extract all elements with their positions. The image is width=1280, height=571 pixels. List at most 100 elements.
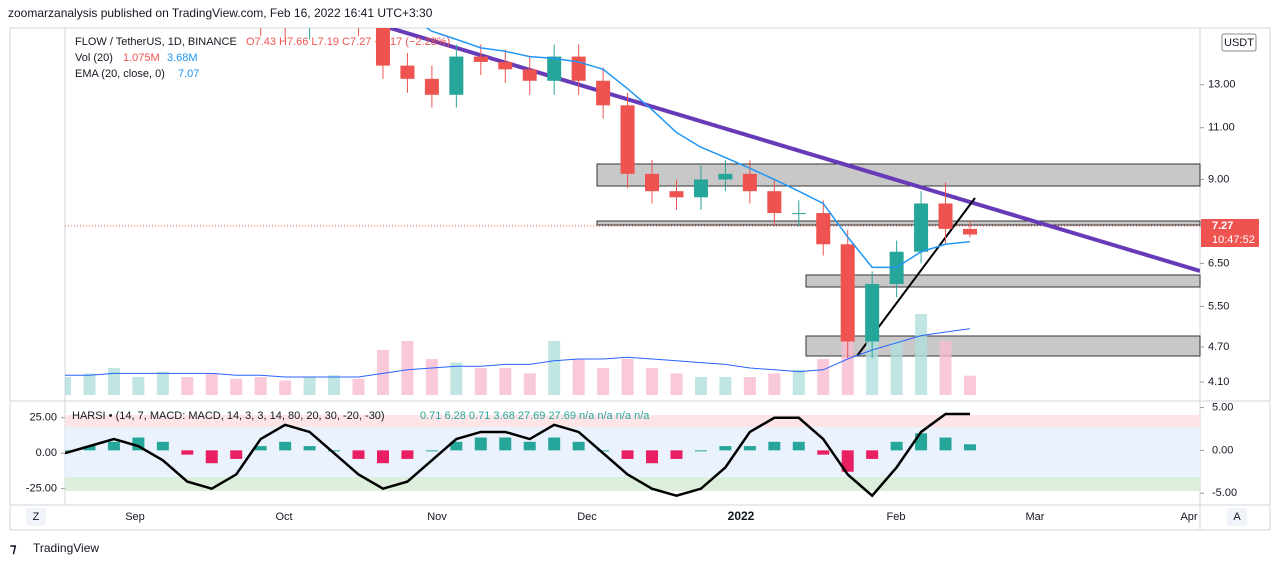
volume-bar xyxy=(915,314,928,395)
histogram-bar xyxy=(156,441,169,451)
legend-ema: EMA (20, close, 0) xyxy=(75,68,165,80)
candle-body xyxy=(498,61,513,70)
histogram-bar xyxy=(376,450,389,464)
histogram-bar xyxy=(205,450,218,464)
histogram-bar xyxy=(548,437,561,451)
volume-bar xyxy=(499,368,512,395)
volume-bar xyxy=(694,377,707,395)
histogram-bar xyxy=(254,446,267,451)
volume-bar xyxy=(768,373,781,395)
candle-body xyxy=(767,191,782,214)
histogram-bar xyxy=(474,437,487,451)
volume-bar xyxy=(670,373,683,395)
volume-bar xyxy=(156,371,169,395)
volume-bar xyxy=(132,377,145,395)
volume-bar xyxy=(107,368,120,395)
countdown: 10:47:52 xyxy=(1212,234,1255,246)
zone xyxy=(805,274,1201,288)
candle-body xyxy=(718,173,733,180)
zone xyxy=(596,163,1201,187)
y2-tick-label: -5.00 xyxy=(1212,487,1237,499)
x-tick-label: 2022 xyxy=(728,509,755,523)
last-price: 7.27 xyxy=(1212,220,1233,232)
candle-body xyxy=(914,203,929,252)
plot: 13.0011.009.007.506.505.504.704.10SepOct… xyxy=(26,0,1237,523)
histogram-bar xyxy=(890,441,903,451)
candle-body xyxy=(742,173,757,192)
histogram-bar xyxy=(646,450,659,464)
histogram-bar xyxy=(181,450,194,455)
candle-body xyxy=(571,56,586,81)
button-label[interactable]: A xyxy=(1233,511,1241,523)
histogram-bar xyxy=(425,450,438,452)
volume-bar xyxy=(792,369,805,395)
volume-bar xyxy=(205,373,218,395)
logo: ⁊ xyxy=(10,540,17,555)
y-tick-label: 25.00 xyxy=(29,412,57,424)
histogram-bar xyxy=(621,450,634,459)
histogram-bar xyxy=(499,437,512,451)
histogram-bar xyxy=(303,446,316,451)
price-badge xyxy=(1201,219,1259,247)
harsi-title: HARSI • (14, 7, MACD: MACD, 14, 3, 3, 14… xyxy=(72,410,385,422)
histogram-bar xyxy=(450,441,463,451)
y-tick-label: 9.00 xyxy=(1208,173,1229,185)
candle-body xyxy=(547,56,562,81)
y-tick-label: 4.70 xyxy=(1208,341,1229,353)
histogram-bar xyxy=(719,446,732,451)
legend-title: FLOW / TetherUS, 1D, BINANCE xyxy=(75,36,237,48)
histogram-bar xyxy=(65,450,71,452)
volume-bar xyxy=(65,377,71,395)
footer: TradingView xyxy=(33,541,99,555)
volume-bar xyxy=(719,377,732,395)
candle-body xyxy=(693,179,708,198)
x-tick-label: Nov xyxy=(427,511,447,523)
volume-bar xyxy=(352,378,365,395)
x-tick-label: Sep xyxy=(125,511,145,523)
y-tick-label: 4.10 xyxy=(1208,376,1229,388)
os-zone xyxy=(65,477,1200,491)
y-tick-label: 13.00 xyxy=(1208,79,1236,91)
volume-ma xyxy=(65,328,971,378)
volume-bar xyxy=(523,373,536,395)
legend-ema-value: 7.07 xyxy=(178,68,199,80)
zoom-button[interactable] xyxy=(26,508,46,526)
volume-bar xyxy=(450,362,463,395)
y2-tick-label: 0.00 xyxy=(1212,444,1233,456)
histogram-bar xyxy=(792,441,805,451)
histogram-bar xyxy=(83,446,96,451)
volume-bar xyxy=(646,368,659,395)
histogram-bar xyxy=(230,450,243,459)
auto-button[interactable] xyxy=(1227,508,1247,526)
legend-vol-value: 1.075M xyxy=(123,52,160,64)
histogram-bar xyxy=(768,441,781,451)
candle-body xyxy=(645,173,660,192)
candle-body xyxy=(229,0,243,1)
trendline xyxy=(389,28,1200,273)
candle-body xyxy=(669,191,684,198)
y-tick-label: 11.00 xyxy=(1208,122,1235,134)
currency-button[interactable] xyxy=(1221,33,1257,52)
histogram-bar xyxy=(694,450,707,452)
candle-body xyxy=(424,78,439,95)
currency[interactable]: USDT xyxy=(1224,37,1254,49)
histogram-bar xyxy=(915,433,928,451)
volume-bar xyxy=(890,341,903,395)
y-tick-label: 0.00 xyxy=(36,447,57,459)
histogram-bar xyxy=(964,444,976,451)
volume-bar xyxy=(964,375,976,395)
volume-bar xyxy=(303,377,316,395)
candle-body xyxy=(522,69,537,81)
volume-bar xyxy=(817,359,830,395)
volume-bar xyxy=(181,377,194,395)
candle-body xyxy=(791,213,806,215)
candle-body xyxy=(449,56,464,95)
x-tick-label: Dec xyxy=(577,511,597,523)
candle-body xyxy=(375,28,390,66)
candle-body xyxy=(840,244,855,342)
histogram-bar xyxy=(597,450,610,452)
volume-bar xyxy=(743,377,756,395)
button-label[interactable]: Z xyxy=(33,511,40,523)
volume-bar xyxy=(597,368,610,395)
